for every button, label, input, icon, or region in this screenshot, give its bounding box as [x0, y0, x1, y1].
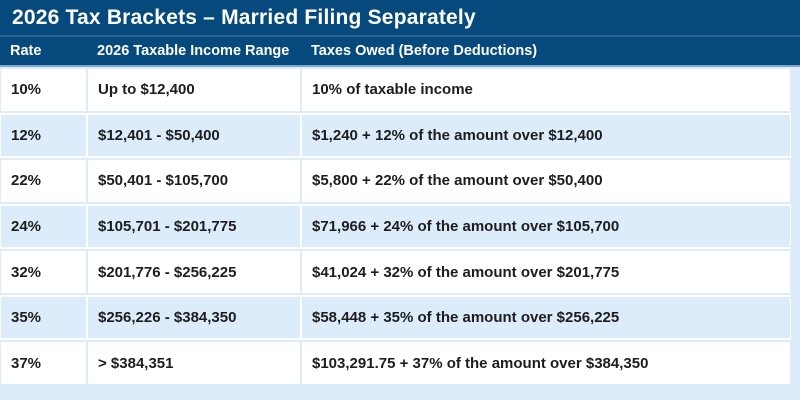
income-range-cell: $12,401 - $50,400 [88, 114, 300, 157]
income-range-cell: $201,776 - $256,225 [88, 251, 300, 293]
column-header-range: 2026 Taxable Income Range [97, 43, 290, 59]
table-row: 35% $256,226 - $384,350 $58,448 + 35% of t… [0, 294, 791, 341]
table-header-row: Rate 2026 Taxable Income Range Taxes Owe… [0, 37, 800, 67]
income-range-cell: $256,226 - $384,350 [88, 296, 300, 339]
table-row: 12% $12,401 - $50,400 $1,240 + 12% of the … [0, 112, 791, 159]
page-title: 2026 Tax Brackets – Married Filing Separ… [0, 0, 800, 37]
taxes-owed-cell: $103,291.75 + 37% of the amount over $38… [302, 342, 790, 385]
table-body: 10% Up to $12,400 10% of taxable income 12%… [0, 67, 800, 400]
taxes-owed-cell: $58,448 + 35% of the amount over $256,22… [302, 296, 790, 339]
rate-cell: 10% [1, 69, 86, 111]
taxes-owed-cell: $41,024 + 32% of the amount over $201,77… [302, 251, 790, 293]
rate-cell: 24% [1, 205, 86, 248]
column-header-rate: Rate [10, 43, 42, 59]
table-row: 24% $105,701 - $201,775 $71,966 + 24% of t… [0, 203, 791, 250]
income-range-cell: Up to $12,400 [88, 69, 300, 111]
income-range-cell: $50,401 - $105,700 [88, 160, 300, 202]
taxes-owed-cell: $1,240 + 12% of the amount over $12,400 [302, 114, 790, 157]
taxes-owed-cell: 10% of taxable income [302, 69, 790, 111]
rate-cell: 37% [1, 342, 86, 385]
column-header-owed: Taxes Owed (Before Deductions) [311, 43, 538, 59]
income-range-cell: > $384,351 [88, 342, 300, 385]
rate-cell: 35% [1, 296, 86, 339]
table-row: 32% $201,776 - $256,225 $41,024 + 32% of t… [0, 249, 791, 295]
income-range-cell: $105,701 - $201,775 [88, 205, 300, 248]
rate-cell: 22% [1, 160, 86, 202]
rate-cell: 12% [1, 114, 86, 157]
taxes-owed-cell: $71,966 + 24% of the amount over $105,70… [302, 205, 790, 248]
rate-cell: 32% [1, 251, 86, 293]
table-row: 22% $50,401 - $105,700 $5,800 + 22% of the… [0, 158, 791, 204]
table-row: 10% Up to $12,400 10% of taxable income [0, 67, 791, 113]
table-row: 37% > $384,351 $103,291.75 + 37% of the am… [0, 340, 791, 387]
taxes-owed-cell: $5,800 + 22% of the amount over $50,400 [302, 160, 790, 202]
